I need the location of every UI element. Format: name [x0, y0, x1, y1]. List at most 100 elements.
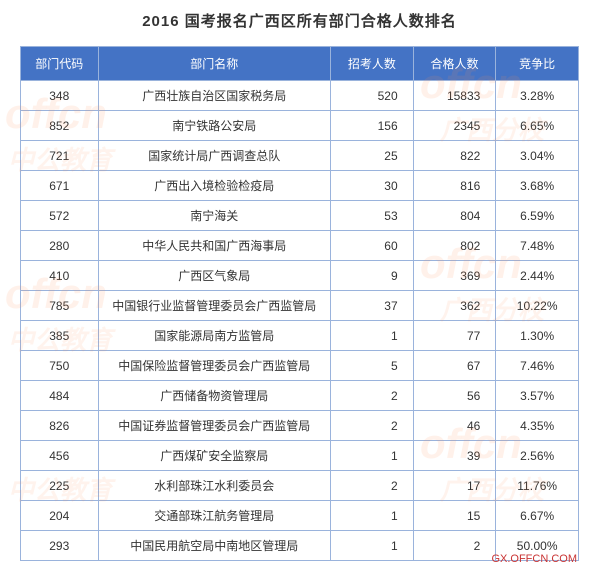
- cell-qualified: 77: [413, 321, 496, 351]
- cell-recruit: 1: [331, 321, 414, 351]
- cell-name: 水利部珠江水利委员会: [98, 471, 331, 501]
- cell-qualified: 15: [413, 501, 496, 531]
- cell-name: 中国证券监督管理委员会广西监管局: [98, 411, 331, 441]
- cell-name: 交通部珠江航务管理局: [98, 501, 331, 531]
- cell-ratio: 7.46%: [496, 351, 579, 381]
- cell-recruit: 9: [331, 261, 414, 291]
- cell-qualified: 822: [413, 141, 496, 171]
- table-row: 280中华人民共和国广西海事局608027.48%: [21, 231, 579, 261]
- cell-ratio: 3.57%: [496, 381, 579, 411]
- cell-name: 南宁海关: [98, 201, 331, 231]
- cell-qualified: 2: [413, 531, 496, 561]
- cell-code: 484: [21, 381, 99, 411]
- cell-name: 中国银行业监督管理委员会广西监管局: [98, 291, 331, 321]
- cell-code: 456: [21, 441, 99, 471]
- cell-qualified: 56: [413, 381, 496, 411]
- cell-name: 南宁铁路公安局: [98, 111, 331, 141]
- cell-recruit: 37: [331, 291, 414, 321]
- cell-qualified: 17: [413, 471, 496, 501]
- cell-code: 293: [21, 531, 99, 561]
- cell-ratio: 1.30%: [496, 321, 579, 351]
- cell-code: 280: [21, 231, 99, 261]
- table-row: 721国家统计局广西调查总队258223.04%: [21, 141, 579, 171]
- header-ratio: 竞争比: [496, 47, 579, 81]
- cell-recruit: 1: [331, 441, 414, 471]
- cell-code: 721: [21, 141, 99, 171]
- table-body: 348广西壮族自治区国家税务局520158333.28%852南宁铁路公安局15…: [21, 81, 579, 561]
- table-row: 852南宁铁路公安局15623456.65%: [21, 111, 579, 141]
- cell-ratio: 3.28%: [496, 81, 579, 111]
- cell-ratio: 7.48%: [496, 231, 579, 261]
- cell-recruit: 2: [331, 471, 414, 501]
- footer-url: GX.OFFCN.COM: [491, 553, 577, 565]
- cell-name: 广西煤矿安全监察局: [98, 441, 331, 471]
- table-row: 456广西煤矿安全监察局1392.56%: [21, 441, 579, 471]
- cell-qualified: 804: [413, 201, 496, 231]
- table-row: 572南宁海关538046.59%: [21, 201, 579, 231]
- cell-ratio: 2.56%: [496, 441, 579, 471]
- cell-recruit: 2: [331, 381, 414, 411]
- header-recruit: 招考人数: [331, 47, 414, 81]
- cell-qualified: 39: [413, 441, 496, 471]
- table-row: 785中国银行业监督管理委员会广西监管局3736210.22%: [21, 291, 579, 321]
- cell-ratio: 3.04%: [496, 141, 579, 171]
- cell-code: 671: [21, 171, 99, 201]
- table-header-row: 部门代码 部门名称 招考人数 合格人数 竞争比: [21, 47, 579, 81]
- cell-recruit: 60: [331, 231, 414, 261]
- cell-recruit: 2: [331, 411, 414, 441]
- table-row: 750中国保险监督管理委员会广西监管局5677.46%: [21, 351, 579, 381]
- cell-code: 852: [21, 111, 99, 141]
- cell-recruit: 1: [331, 501, 414, 531]
- cell-recruit: 30: [331, 171, 414, 201]
- header-qualified: 合格人数: [413, 47, 496, 81]
- cell-name: 广西区气象局: [98, 261, 331, 291]
- page-title: 2016 国考报名广西区所有部门合格人数排名: [20, 10, 579, 31]
- cell-recruit: 1: [331, 531, 414, 561]
- table-row: 385国家能源局南方监管局1771.30%: [21, 321, 579, 351]
- cell-name: 国家能源局南方监管局: [98, 321, 331, 351]
- cell-code: 348: [21, 81, 99, 111]
- cell-name: 中华人民共和国广西海事局: [98, 231, 331, 261]
- table-row: 484广西储备物资管理局2563.57%: [21, 381, 579, 411]
- cell-qualified: 802: [413, 231, 496, 261]
- ranking-table: 部门代码 部门名称 招考人数 合格人数 竞争比 348广西壮族自治区国家税务局5…: [20, 46, 579, 561]
- cell-code: 750: [21, 351, 99, 381]
- cell-recruit: 25: [331, 141, 414, 171]
- cell-code: 572: [21, 201, 99, 231]
- table-row: 204交通部珠江航务管理局1156.67%: [21, 501, 579, 531]
- cell-name: 国家统计局广西调查总队: [98, 141, 331, 171]
- cell-qualified: 369: [413, 261, 496, 291]
- cell-qualified: 67: [413, 351, 496, 381]
- table-row: 410广西区气象局93692.44%: [21, 261, 579, 291]
- cell-recruit: 5: [331, 351, 414, 381]
- table-row: 826中国证券监督管理委员会广西监管局2464.35%: [21, 411, 579, 441]
- cell-recruit: 520: [331, 81, 414, 111]
- cell-code: 225: [21, 471, 99, 501]
- table-row: 671广西出入境检验检疫局308163.68%: [21, 171, 579, 201]
- cell-name: 中国民用航空局中南地区管理局: [98, 531, 331, 561]
- cell-qualified: 2345: [413, 111, 496, 141]
- cell-recruit: 53: [331, 201, 414, 231]
- cell-code: 410: [21, 261, 99, 291]
- cell-ratio: 6.65%: [496, 111, 579, 141]
- cell-ratio: 2.44%: [496, 261, 579, 291]
- cell-ratio: 11.76%: [496, 471, 579, 501]
- cell-name: 广西出入境检验检疫局: [98, 171, 331, 201]
- cell-name: 广西壮族自治区国家税务局: [98, 81, 331, 111]
- table-row: 225水利部珠江水利委员会21711.76%: [21, 471, 579, 501]
- cell-ratio: 6.67%: [496, 501, 579, 531]
- cell-qualified: 362: [413, 291, 496, 321]
- header-code: 部门代码: [21, 47, 99, 81]
- cell-qualified: 46: [413, 411, 496, 441]
- cell-code: 385: [21, 321, 99, 351]
- cell-recruit: 156: [331, 111, 414, 141]
- cell-code: 785: [21, 291, 99, 321]
- cell-ratio: 4.35%: [496, 411, 579, 441]
- cell-ratio: 6.59%: [496, 201, 579, 231]
- cell-name: 中国保险监督管理委员会广西监管局: [98, 351, 331, 381]
- header-name: 部门名称: [98, 47, 331, 81]
- cell-name: 广西储备物资管理局: [98, 381, 331, 411]
- cell-ratio: 3.68%: [496, 171, 579, 201]
- cell-qualified: 15833: [413, 81, 496, 111]
- table-row: 348广西壮族自治区国家税务局520158333.28%: [21, 81, 579, 111]
